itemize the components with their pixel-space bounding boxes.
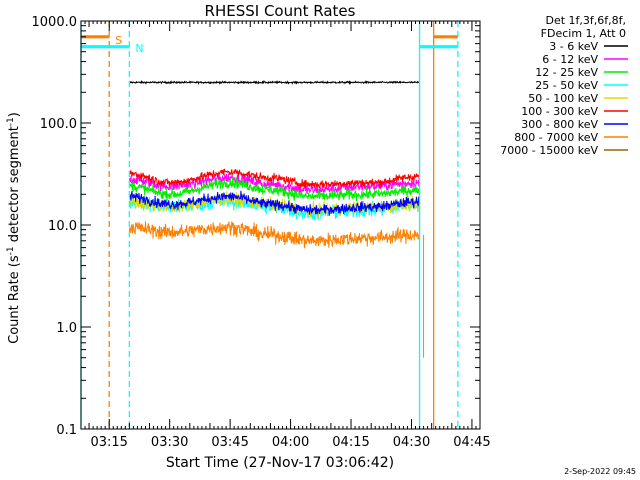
x-tick-label: 03:30: [151, 435, 188, 450]
y-tick-label: 10.0: [48, 219, 77, 234]
y-axis-label-mid: detector segment: [7, 126, 22, 246]
legend-label: 7000 - 15000 keV: [500, 144, 598, 157]
series-line-3-6-kev: [129, 79, 420, 86]
x-tick-label: 04:45: [453, 435, 490, 450]
legend-label: 3 - 6 keV: [549, 40, 598, 53]
y-axis-label: Count Rate (s-1 detector segment-1): [6, 112, 22, 344]
x-axis-ticks: 03:15 03:30 03:45 04:00 04:15 04:30 04:45: [80, 21, 491, 450]
marker-s-label: S: [115, 34, 122, 47]
y-axis-label-exp2: -1: [6, 117, 16, 126]
legend-label: 100 - 300 keV: [521, 105, 598, 118]
legend-header-line-2: FDecim 1, Att 0: [541, 27, 626, 40]
legend-label: 12 - 25 keV: [535, 66, 598, 79]
x-tick-label: 03:15: [90, 435, 127, 450]
series-line-800-7000-kev: [128, 221, 420, 249]
series-line-300-800-kev: [129, 190, 420, 216]
y-tick-label: 1000.0: [32, 15, 78, 30]
series-line-100-300-kev: [128, 168, 420, 189]
legend-label: 25 - 50 keV: [535, 79, 598, 92]
y-axis-label-exp1: -1: [6, 246, 16, 255]
x-tick-label: 04:00: [272, 435, 309, 450]
y-axis-label-main: Count Rate (s: [7, 255, 22, 344]
legend-label: 6 - 12 keV: [542, 53, 598, 66]
x-tick-label: 04:15: [332, 435, 369, 450]
legend: Det 1f,3f,6f,8f, FDecim 1, Att 0 3 - 6 k…: [500, 14, 628, 157]
legend-header-line-1: Det 1f,3f,6f,8f,: [545, 14, 626, 27]
y-axis-ticks: 0.1 1.0 10.0 100.0 1000.0: [32, 15, 480, 438]
x-tick-label: 04:30: [393, 435, 430, 450]
series-line-12-25-kev: [128, 177, 420, 202]
legend-label: 800 - 7000 keV: [514, 131, 598, 144]
date-stamp: 2-Sep-2022 09:45: [564, 467, 636, 476]
series-line-6-12-kev: [128, 172, 420, 196]
y-tick-label: 1.0: [56, 321, 77, 336]
plot-area: [128, 79, 421, 249]
x-tick-label: 03:45: [211, 435, 248, 450]
marker-n-label: N: [135, 42, 143, 55]
x-axis-label: Start Time (27-Nov-17 03:06:42): [166, 455, 394, 471]
legend-label: 300 - 800 keV: [521, 118, 598, 131]
y-tick-label: 100.0: [40, 117, 77, 132]
chart-title: RHESSI Count Rates: [205, 2, 356, 20]
y-tick-label: 0.1: [56, 423, 77, 438]
y-axis-label-end: ): [7, 112, 22, 117]
legend-label: 50 - 100 keV: [528, 92, 598, 105]
